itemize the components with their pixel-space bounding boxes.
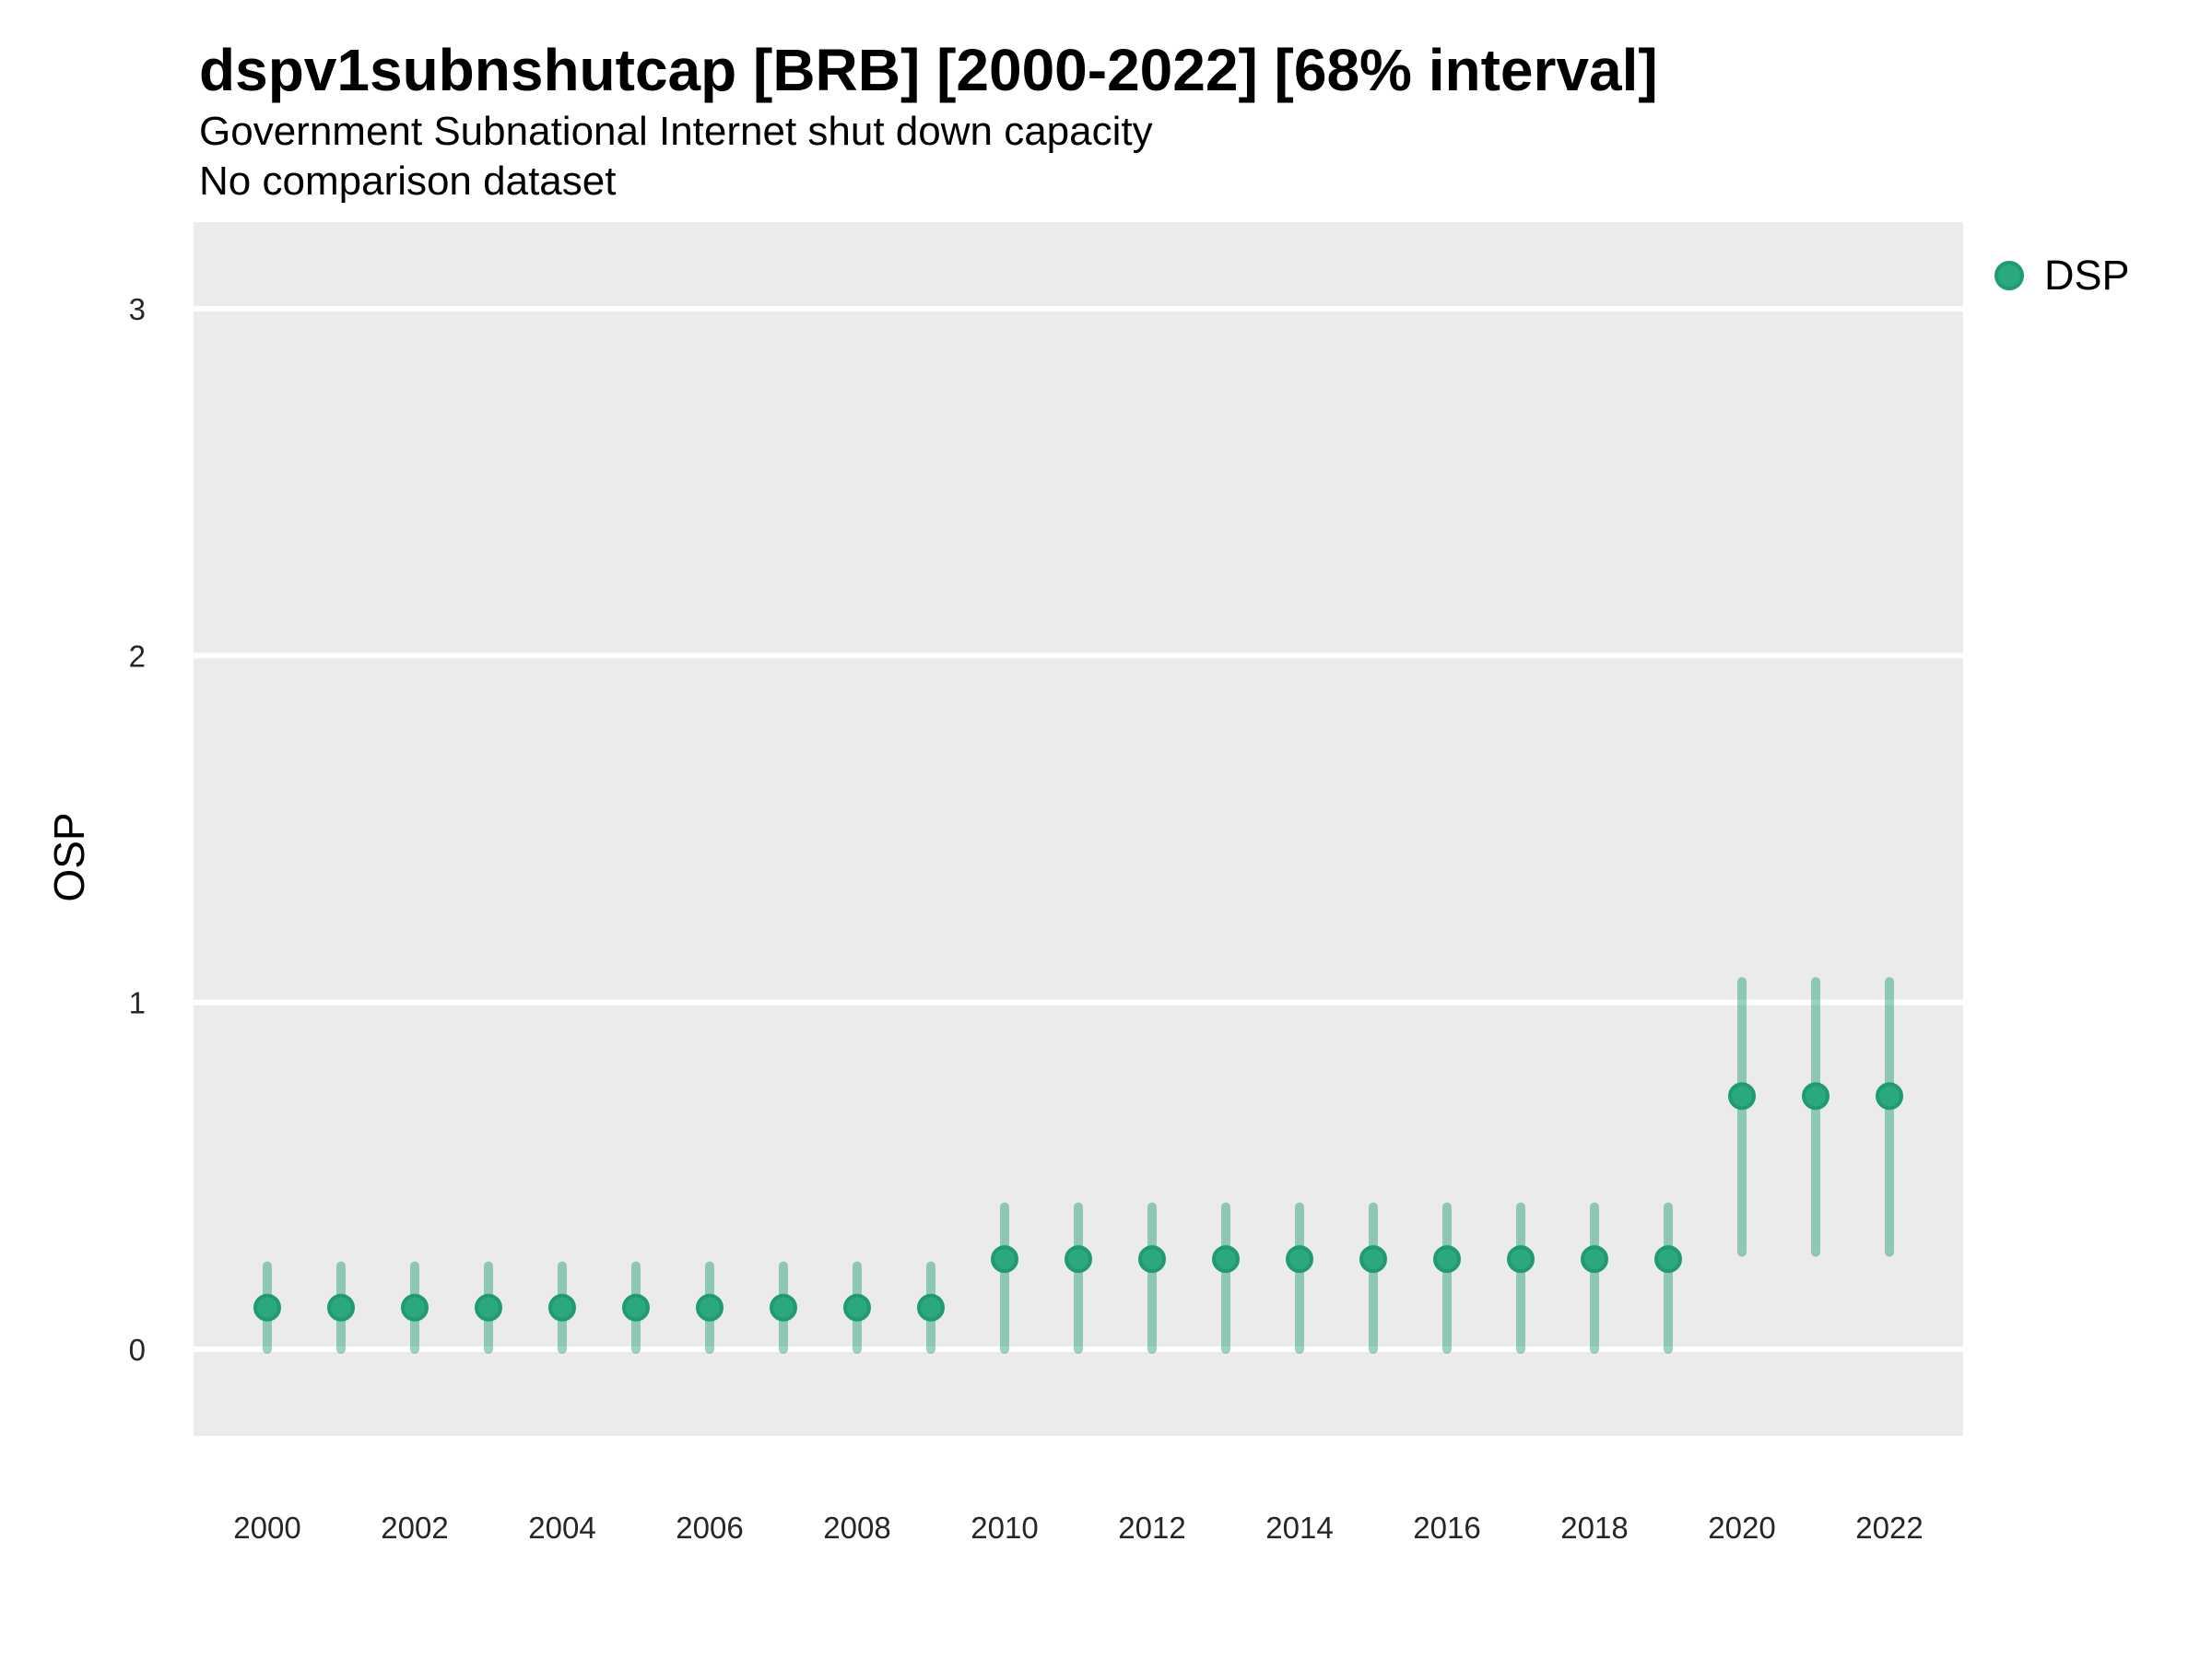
point-estimate [253,1293,281,1322]
x-tick-label: 2020 [1708,1511,1775,1545]
comparison-note: No comparison dataset [199,159,617,204]
point-estimate [770,1293,797,1322]
point-estimate [1065,1245,1092,1274]
x-tick-label: 2012 [1118,1511,1185,1545]
point-estimate [1507,1245,1535,1274]
point-estimate [917,1293,945,1322]
point-estimate [401,1293,429,1322]
x-tick-label: 2002 [381,1511,448,1545]
point-estimate [475,1293,502,1322]
y-tick-label: 1 [129,986,146,1020]
point-estimate [1212,1245,1240,1274]
chart-header: dspv1subnshutcap [BRB] [2000-2022] [68% … [199,37,1658,206]
chart-title: dspv1subnshutcap [BRB] [2000-2022] [68% … [199,37,1658,103]
x-tick-label: 2022 [1855,1511,1923,1545]
y-tick-label: 3 [129,292,146,326]
x-tick-label: 2006 [676,1511,743,1545]
y-axis-title: OSP [45,812,93,902]
x-tick-label: 2000 [233,1511,300,1545]
x-tick-label: 2016 [1413,1511,1480,1545]
legend-label: DSP [2044,252,2130,299]
point-estimate [696,1293,724,1322]
x-tick-label: 2004 [528,1511,595,1545]
y-tick-label: 2 [129,639,146,673]
x-tick-label: 2008 [823,1511,890,1545]
point-estimate [1728,1082,1756,1111]
point-estimate [548,1293,576,1322]
chart-subtitle: Government Subnational Internet shut dow… [199,109,1153,154]
point-estimate [1876,1082,1903,1111]
point-estimate [327,1293,355,1322]
x-tick-label: 2018 [1560,1511,1628,1545]
point-estimate [1286,1245,1313,1274]
plot-panel [194,222,1963,1436]
point-estimate [991,1245,1018,1274]
point-estimate [1433,1245,1461,1274]
point-estimate [1581,1245,1608,1274]
y-tick-label: 0 [129,1333,146,1367]
legend: DSP [1994,254,2130,297]
point-estimate [622,1293,650,1322]
x-tick-label: 2014 [1265,1511,1333,1545]
point-estimate [1138,1245,1166,1274]
legend-point-icon [1994,261,2024,290]
point-estimate [1802,1082,1830,1111]
point-estimate [1359,1245,1387,1274]
x-tick-label: 2010 [971,1511,1038,1545]
point-estimate [1654,1245,1682,1274]
point-estimate [843,1293,871,1322]
